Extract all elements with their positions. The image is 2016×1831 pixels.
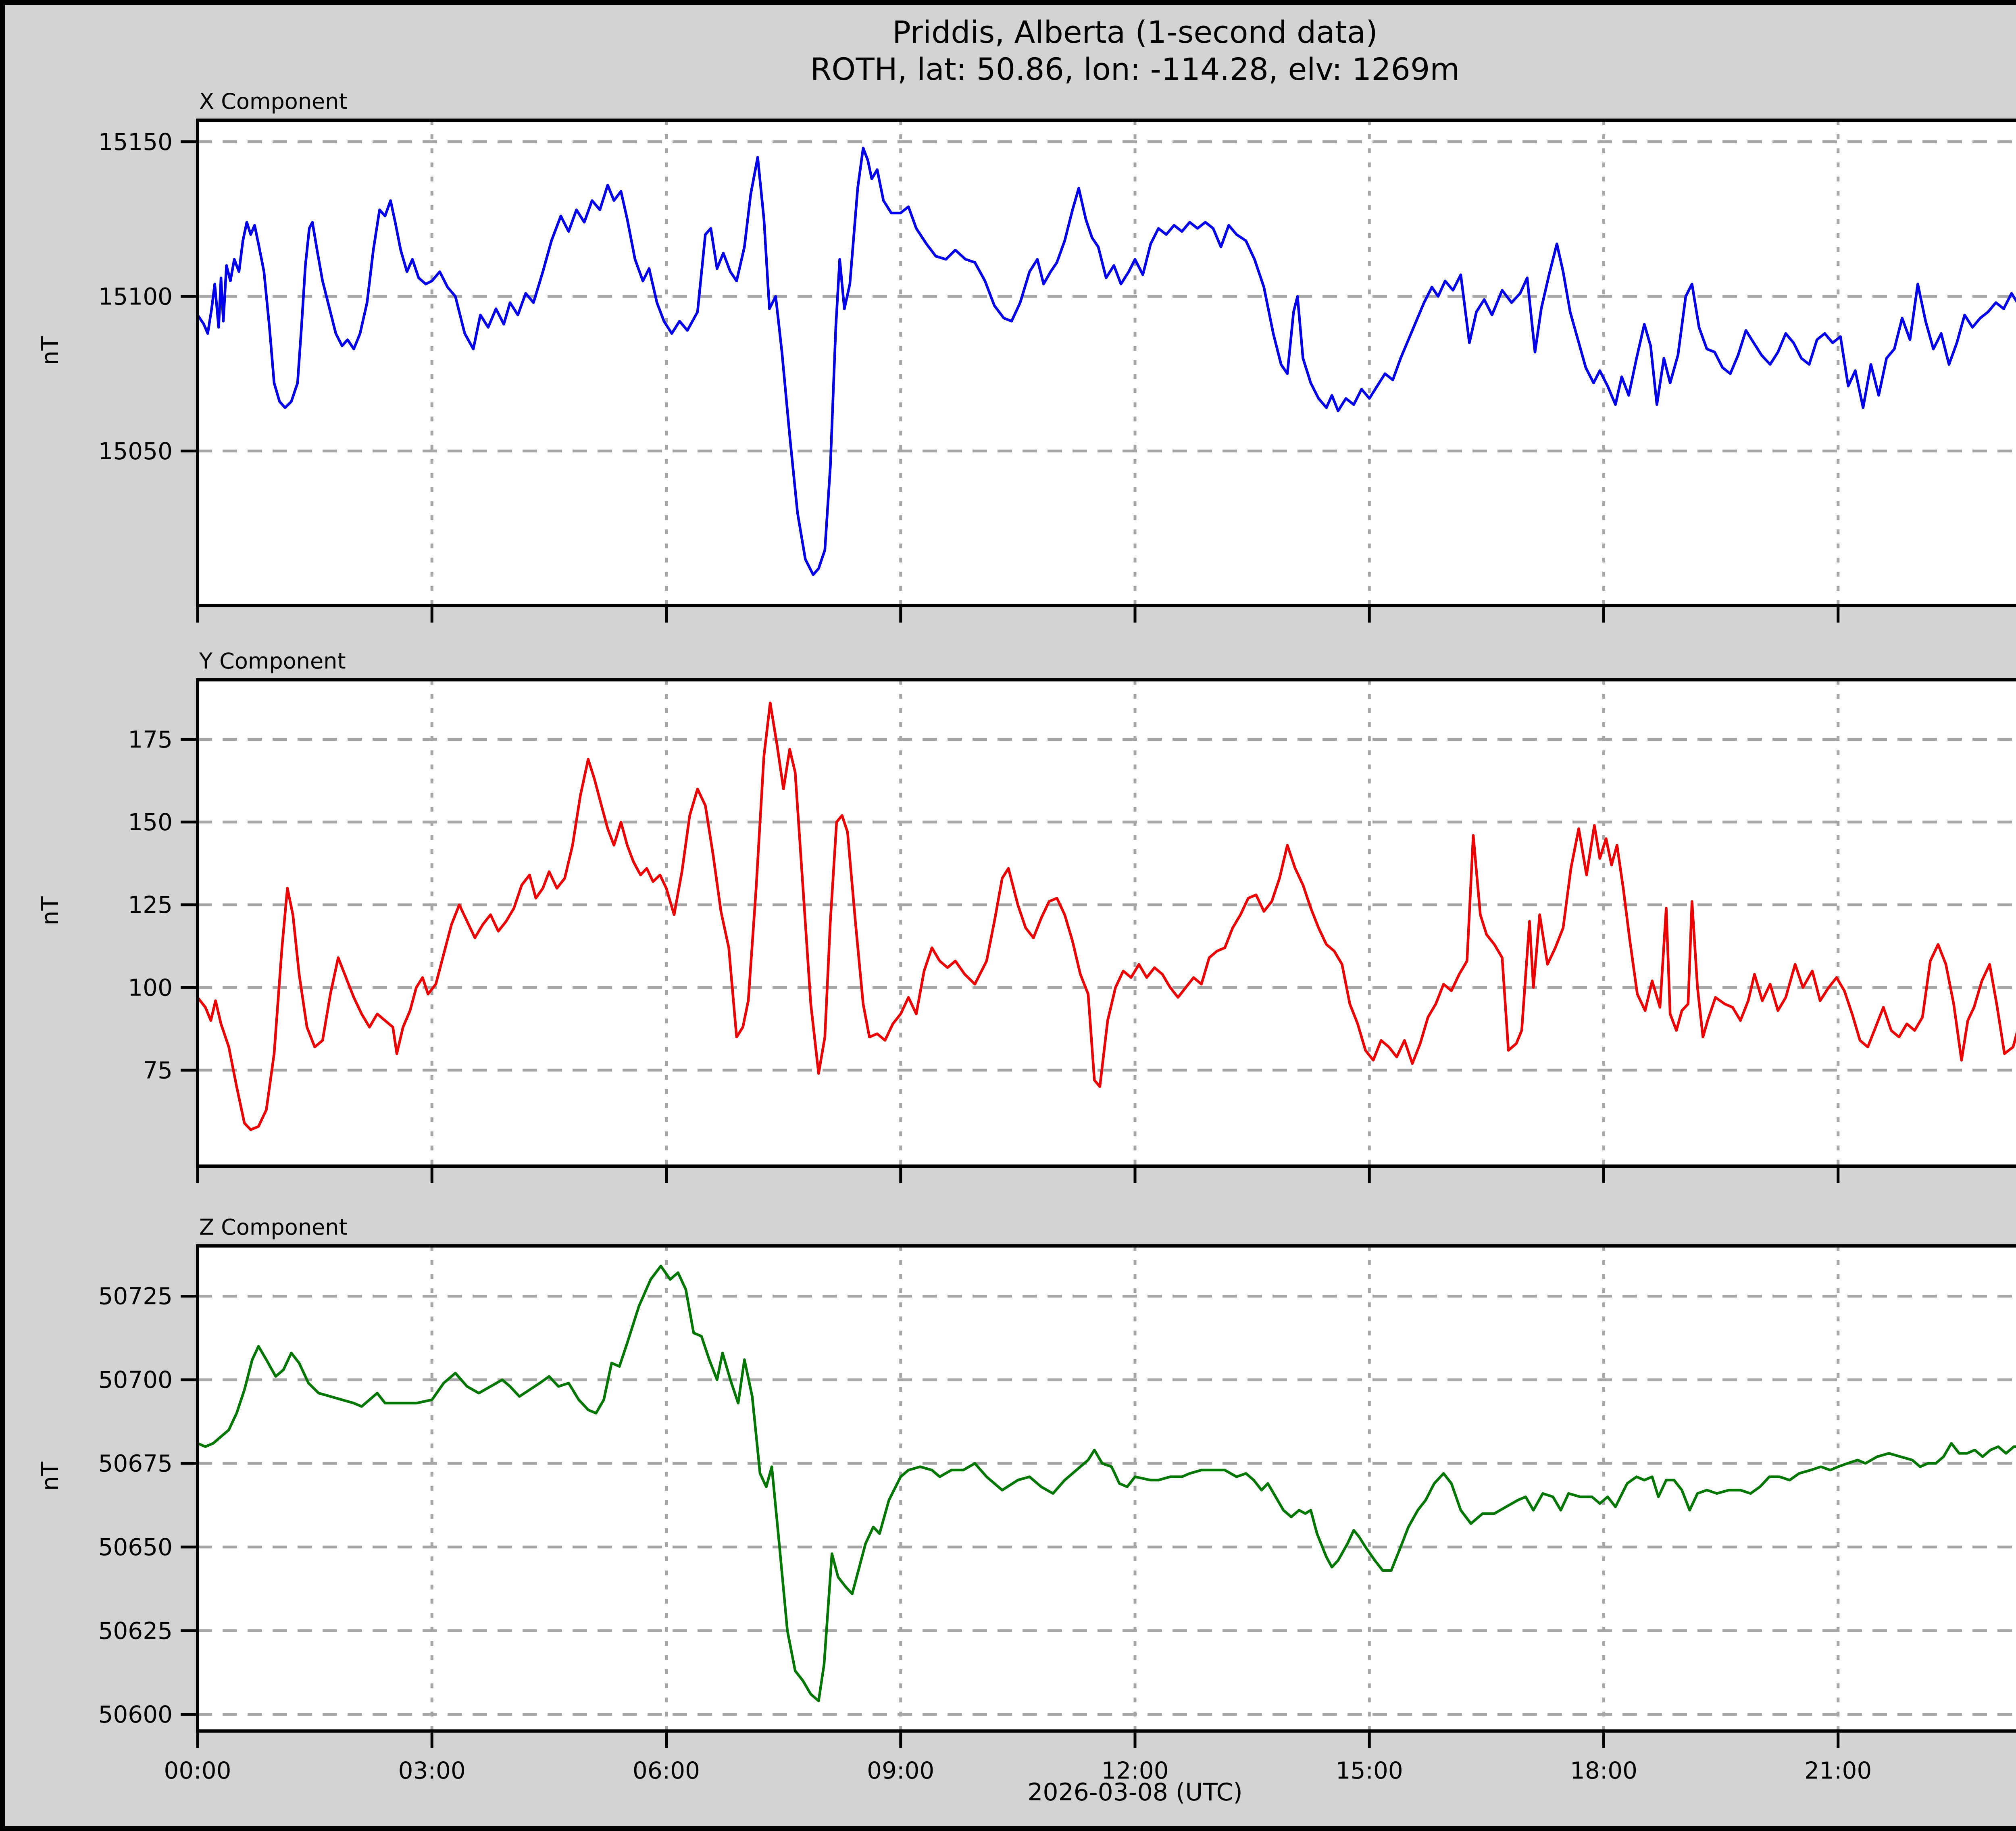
- y-axis-label-x-component: nT: [36, 336, 64, 366]
- x-axis-label: 2026-03-08 (UTC): [1027, 1778, 1243, 1806]
- svg-text:50625: 50625: [98, 1617, 173, 1644]
- panel-title-y-component: Y Component: [199, 648, 346, 674]
- figure-title-line2: ROTH, lat: 50.86, lon: -114.28, elv: 126…: [810, 51, 1460, 87]
- panel-title-z-component: Z Component: [199, 1214, 348, 1240]
- svg-text:15:00: 15:00: [1336, 1757, 1403, 1784]
- y-component-chart: 75 100 125 150 175: [128, 678, 2016, 1183]
- svg-text:21:00: 21:00: [1804, 1757, 1872, 1784]
- svg-text:100: 100: [128, 974, 173, 1001]
- x-component-chart: 15050 15100 15150: [98, 119, 2016, 623]
- svg-text:50600: 50600: [98, 1701, 173, 1728]
- svg-text:50650: 50650: [98, 1533, 173, 1561]
- svg-text:50700: 50700: [98, 1366, 173, 1394]
- svg-text:00:00: 00:00: [164, 1757, 231, 1784]
- svg-text:50675: 50675: [98, 1450, 173, 1477]
- svg-text:06:00: 06:00: [633, 1757, 700, 1784]
- svg-text:125: 125: [128, 891, 173, 919]
- svg-text:175: 175: [128, 726, 173, 753]
- svg-text:03:00: 03:00: [398, 1757, 466, 1784]
- svg-text:75: 75: [143, 1056, 173, 1084]
- svg-text:15150: 15150: [98, 128, 173, 156]
- panel-title-x-component: X Component: [199, 89, 348, 114]
- y-axis-label-z-component: nT: [36, 1462, 64, 1491]
- y-axis-label-y-component: nT: [36, 896, 64, 926]
- svg-text:09:00: 09:00: [867, 1757, 934, 1784]
- svg-text:12:00: 12:00: [1101, 1757, 1168, 1784]
- svg-text:50725: 50725: [98, 1283, 173, 1310]
- svg-text:18:00: 18:00: [1570, 1757, 1637, 1784]
- svg-text:150: 150: [128, 808, 173, 836]
- svg-text:15050: 15050: [98, 437, 173, 465]
- figure-title-line1: Priddis, Alberta (1-second data): [892, 14, 1378, 50]
- z-component-chart: 00:00 03:00 06:00 09:00 12:00 15:00 18:00 21:00…: [98, 1244, 2016, 1784]
- svg-text:15100: 15100: [98, 283, 173, 310]
